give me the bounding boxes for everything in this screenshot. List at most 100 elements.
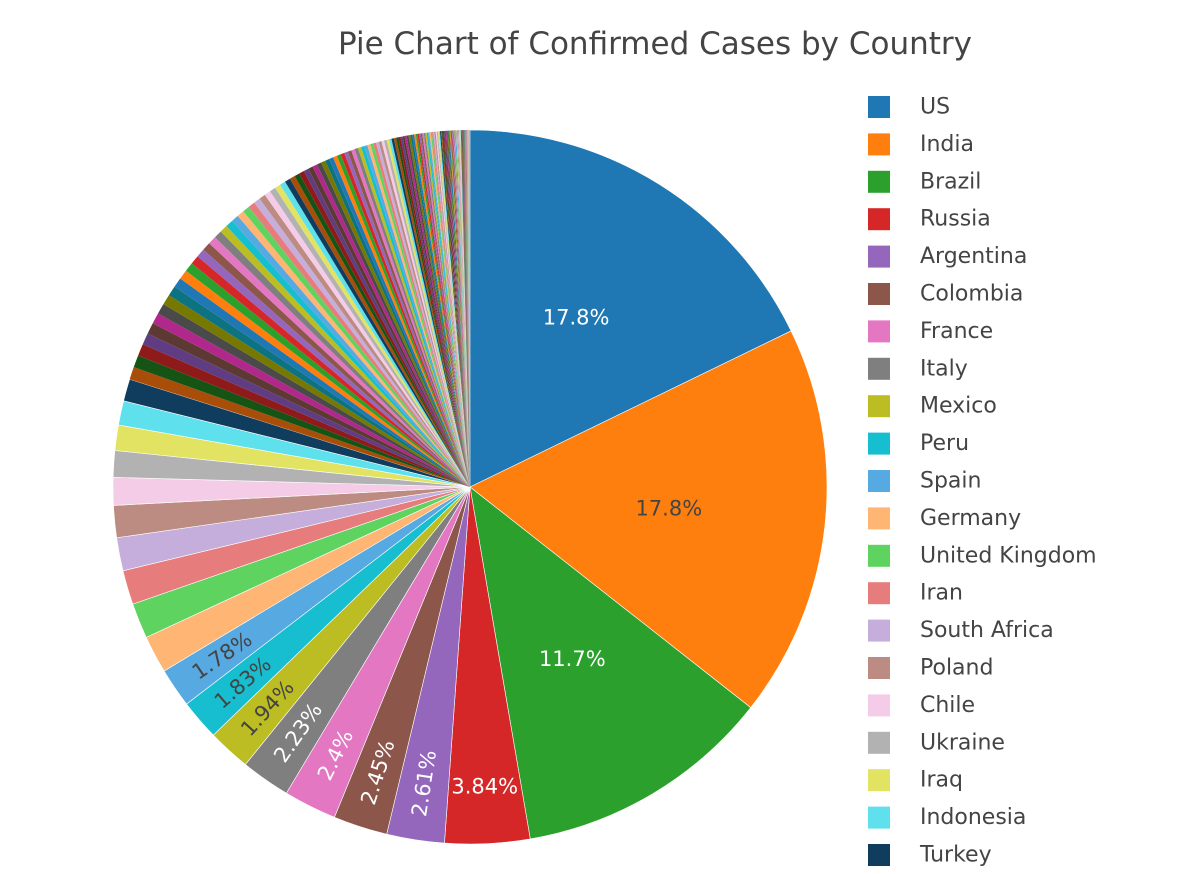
slice-other-21 — [129, 367, 470, 487]
slice-other-38 — [220, 226, 470, 487]
slice-other-33 — [191, 256, 470, 487]
legend-item-colombia[interactable]: Colombia — [868, 282, 1023, 307]
slice-other-127 — [453, 130, 470, 487]
legend-item-france[interactable]: France — [868, 319, 993, 344]
slice-other-141 — [461, 130, 470, 487]
slice-other-96 — [422, 133, 470, 487]
slice-other-135 — [458, 130, 470, 488]
slice-other-22 — [133, 355, 471, 487]
slice-other-63 — [340, 152, 470, 487]
legend-item-iran[interactable]: Iran — [868, 581, 963, 606]
legend-item-russia[interactable]: Russia — [868, 207, 991, 232]
slice-other-126 — [453, 130, 470, 488]
slice-other-74 — [375, 141, 470, 487]
legend-label-iran: Iran — [920, 581, 963, 606]
legend-item-poland[interactable]: Poland — [868, 656, 993, 681]
slice-other-46 — [264, 191, 470, 488]
slice-other-114 — [443, 130, 470, 487]
legend-item-turkey[interactable]: Turkey — [868, 843, 992, 868]
slice-other-60 — [329, 157, 470, 488]
legend-item-indonesia[interactable]: Indonesia — [868, 805, 1026, 830]
slice-other-44 — [254, 198, 470, 487]
slice-other-157 — [466, 130, 470, 487]
legend-swatch-us — [868, 96, 890, 118]
slice-other-78 — [386, 139, 470, 487]
legend-item-south-africa[interactable]: South Africa — [868, 618, 1054, 643]
slice-other-105 — [434, 131, 470, 487]
slice-other-106 — [435, 131, 470, 487]
legend-item-peru[interactable]: Peru — [868, 431, 969, 456]
slice-other-145 — [462, 130, 470, 487]
slice-other-72 — [370, 143, 470, 487]
legend-swatch-mexico — [868, 395, 890, 418]
slice-other-113 — [442, 130, 470, 487]
slice-other-37 — [214, 231, 470, 487]
slice-other-31 — [180, 270, 470, 487]
slice-other-117 — [446, 130, 470, 487]
slice-other-26 — [152, 313, 470, 487]
slice-other-32 — [185, 263, 470, 487]
legend-item-brazil[interactable]: Brazil — [868, 169, 981, 194]
slice-other-137 — [459, 130, 470, 487]
legend-swatch-united-kingdom — [868, 544, 890, 567]
legend-item-ukraine[interactable]: Ukraine — [868, 730, 1005, 755]
legend-label-colombia: Colombia — [920, 282, 1023, 307]
slice-other-112 — [441, 131, 470, 487]
slice-other-116 — [445, 130, 470, 487]
slice-other-30 — [174, 278, 470, 487]
slice-other-152 — [465, 130, 470, 488]
slice-other-68 — [357, 147, 470, 487]
legend-item-germany[interactable]: Germany — [868, 506, 1021, 531]
legend-swatch-germany — [868, 507, 890, 530]
slice-other-159 — [467, 130, 470, 487]
legend-item-iraq[interactable]: Iraq — [868, 768, 963, 793]
slice-other-41 — [237, 211, 470, 487]
slice-other-42 — [243, 206, 470, 487]
slice-other-59 — [325, 158, 470, 487]
slice-other-67 — [354, 148, 470, 487]
slice-other-134 — [457, 130, 470, 487]
slice-other-39 — [226, 220, 470, 487]
legend-item-india[interactable]: India — [868, 132, 974, 157]
legend-label-spain: Spain — [920, 469, 981, 494]
slice-other-133 — [457, 130, 470, 487]
legend-item-united-kingdom[interactable]: United Kingdom — [868, 543, 1097, 568]
slice-other-40 — [232, 215, 470, 488]
slice-other-70 — [364, 145, 470, 487]
slice-other-25 — [147, 323, 470, 487]
slice-other-156 — [466, 130, 470, 487]
slice-other-65 — [347, 150, 470, 487]
legend-label-iraq: Iraq — [920, 768, 963, 793]
chart-title: Pie Chart of Confirmed Cases by Country — [338, 26, 972, 62]
slice-other-130 — [455, 130, 470, 487]
legend-item-us[interactable]: US — [868, 95, 950, 120]
slice-other-29 — [168, 286, 470, 487]
slice-other-111 — [440, 131, 470, 487]
slice-other-167 — [469, 129, 470, 487]
slice-other-155 — [466, 130, 470, 487]
legend-item-italy[interactable]: Italy — [868, 356, 968, 381]
legend-item-spain[interactable]: Spain — [868, 469, 981, 494]
slice-other-27 — [158, 304, 470, 487]
legend-item-mexico[interactable]: Mexico — [868, 394, 997, 419]
legend-swatch-argentina — [868, 245, 890, 268]
slice-other-108 — [437, 131, 470, 488]
slice-us — [469, 129, 792, 488]
slice-other-69 — [361, 146, 470, 487]
slice-label-russia: 3.84% — [451, 775, 518, 799]
slice-other-98 — [425, 132, 470, 487]
slice-other-49 — [280, 181, 470, 487]
slice-brazil — [469, 486, 752, 840]
slice-other-35 — [203, 243, 470, 487]
slice-other-128 — [454, 130, 470, 487]
slice-other-164 — [468, 129, 470, 487]
slice-other-51 — [289, 176, 470, 488]
slice-other-90 — [412, 134, 470, 488]
slice-other-118 — [447, 130, 470, 488]
slice-other-85 — [402, 136, 470, 488]
legend-item-argentina[interactable]: Argentina — [868, 244, 1027, 269]
legend-item-chile[interactable]: Chile — [868, 693, 975, 718]
slice-turkey — [123, 378, 471, 488]
legend-label-poland: Poland — [920, 656, 993, 681]
